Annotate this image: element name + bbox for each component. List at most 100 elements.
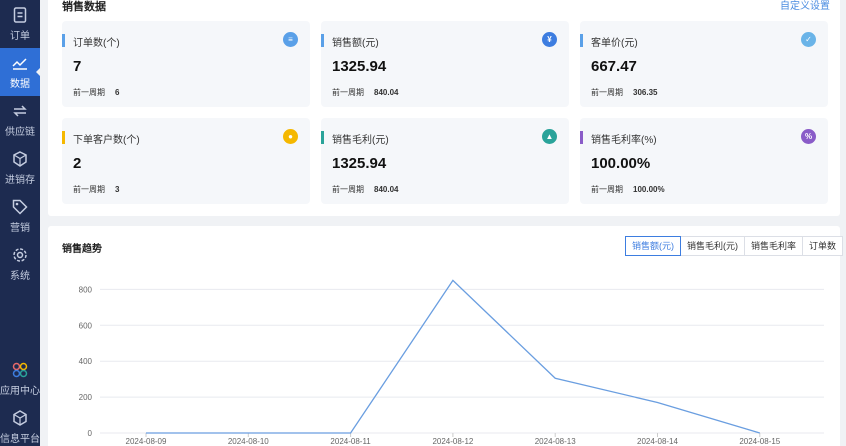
previous-value: 3 xyxy=(115,185,120,194)
previous-value: 6 xyxy=(115,88,120,97)
previous-label: 前一周期 xyxy=(591,88,623,97)
card-previous: 前一周期 840.04 xyxy=(332,87,398,98)
card-value: 100.00% xyxy=(591,155,651,172)
series-line xyxy=(146,279,760,434)
y-tick-label: 800 xyxy=(79,285,93,294)
x-tick-label: 2024-08-12 xyxy=(432,437,473,446)
stat-card-customers: 下单客户数(个) ● 2 前一周期 3 xyxy=(62,118,310,204)
sidebar-item-data[interactable]: 数据 xyxy=(0,48,41,96)
card-value: 7 xyxy=(73,58,82,75)
x-tick-label: 2024-08-11 xyxy=(330,437,371,446)
card-label: 订单数(个) xyxy=(73,38,120,49)
card-value: 2 xyxy=(73,155,82,172)
sales-trend-panel xyxy=(48,226,840,446)
previous-label: 前一周期 xyxy=(73,185,105,194)
stat-card-avg-price: 客单价(元) ✓ 667.47 前一周期 306.35 xyxy=(580,21,828,107)
tab-order-count[interactable]: 订单数 xyxy=(802,236,844,256)
receipt-icon: ✓ xyxy=(801,32,816,47)
percent-icon: % xyxy=(801,129,816,144)
tab-sales-amount[interactable]: 销售额(元) xyxy=(625,236,681,256)
x-tick-label: 2024-08-14 xyxy=(637,437,678,446)
stat-card-margin-rate: 销售毛利率(%) % 100.00% 前一周期 100.00% xyxy=(580,118,828,204)
sidebar: 订单 数据 供应链 进销存 营销 系统 应用中心 信息平台 xyxy=(0,0,41,446)
previous-value: 840.04 xyxy=(374,185,399,194)
sidebar-item-info-platform[interactable]: 信息平台 xyxy=(0,403,40,446)
custom-settings-link[interactable]: 自定义设置 xyxy=(780,1,830,12)
card-accent-bar xyxy=(580,131,583,144)
section-title: 销售数据 xyxy=(62,1,106,13)
y-tick-label: 200 xyxy=(79,393,93,402)
sidebar-item-label: 信息平台 xyxy=(0,434,40,445)
cube-icon xyxy=(13,410,27,426)
icon-glyph: ▲ xyxy=(545,131,554,141)
sidebar-item-label: 供应链 xyxy=(5,127,35,138)
icon-glyph: % xyxy=(804,131,813,141)
card-accent-bar xyxy=(62,131,65,144)
card-previous: 前一周期 100.00% xyxy=(591,184,665,195)
sidebar-item-label: 订单 xyxy=(10,31,30,42)
stat-card-orders: 订单数(个) ≡ 7 前一周期 6 xyxy=(62,21,310,107)
y-tick-label: 400 xyxy=(79,357,93,366)
y-tick-label: 0 xyxy=(88,429,93,438)
sidebar-item-label: 应用中心 xyxy=(0,386,40,397)
card-accent-bar xyxy=(62,34,65,47)
icon-glyph: ✓ xyxy=(805,34,812,44)
card-previous: 前一周期 840.04 xyxy=(332,184,398,195)
previous-label: 前一周期 xyxy=(591,185,623,194)
sales-trend-chart: 0 200 400 600 800 2024-08-09 2024-08-10 2024-08… xyxy=(79,279,824,446)
card-label: 销售毛利率(%) xyxy=(591,135,657,146)
x-tick-label: 2024-08-13 xyxy=(535,437,576,446)
tag-icon xyxy=(12,199,28,215)
chart-line-icon xyxy=(12,58,27,70)
sidebar-item-label: 系统 xyxy=(10,271,30,282)
document-icon: ≡ xyxy=(283,32,298,47)
stat-card-gross-profit: 销售毛利(元) ▲ 1325.94 前一周期 840.04 xyxy=(321,118,569,204)
card-value: 667.47 xyxy=(591,58,637,75)
sidebar-item-label: 进销存 xyxy=(5,175,35,186)
box-icon xyxy=(13,151,27,167)
y-tick-label: 600 xyxy=(79,321,93,330)
icon-glyph: ≡ xyxy=(288,34,293,44)
order-icon xyxy=(13,7,27,23)
previous-value: 306.35 xyxy=(633,88,658,97)
user-icon: ● xyxy=(283,129,298,144)
active-indicator xyxy=(36,67,41,77)
card-accent-bar xyxy=(321,131,324,144)
x-tick-label: 2024-08-15 xyxy=(739,437,780,446)
card-label: 下单客户数(个) xyxy=(73,135,140,146)
card-previous: 前一周期 6 xyxy=(73,87,119,98)
stat-card-sales: 销售额(元) ¥ 1325.94 前一周期 840.04 xyxy=(321,21,569,107)
gear-icon xyxy=(13,248,27,262)
icon-glyph: ● xyxy=(288,131,293,141)
x-tick-label: 2024-08-10 xyxy=(228,437,269,446)
previous-label: 前一周期 xyxy=(332,88,364,97)
previous-value: 100.00% xyxy=(633,185,665,194)
sidebar-item-label: 数据 xyxy=(10,79,30,90)
metric-tabs: 销售额(元) 销售毛利(元) 销售毛利率 订单数 xyxy=(625,236,844,256)
card-previous: 前一周期 306.35 xyxy=(591,87,657,98)
previous-label: 前一周期 xyxy=(73,88,105,97)
sidebar-item-system[interactable]: 系统 xyxy=(0,240,40,288)
trend-title: 销售趋势 xyxy=(62,244,102,255)
money-bag-icon: ▲ xyxy=(542,129,557,144)
apps-icon xyxy=(12,362,28,378)
exchange-icon xyxy=(13,105,27,117)
card-accent-bar xyxy=(580,34,583,47)
sidebar-item-orders[interactable]: 订单 xyxy=(0,0,40,48)
card-label: 客单价(元) xyxy=(591,38,638,49)
card-value: 1325.94 xyxy=(332,155,387,172)
card-label: 销售额(元) xyxy=(332,38,379,49)
card-previous: 前一周期 3 xyxy=(73,184,119,195)
previous-label: 前一周期 xyxy=(332,185,364,194)
card-label: 销售毛利(元) xyxy=(332,135,389,146)
sidebar-item-label: 营销 xyxy=(10,223,30,234)
sidebar-item-app-center[interactable]: 应用中心 xyxy=(0,355,40,403)
card-accent-bar xyxy=(321,34,324,47)
sidebar-item-supply-chain[interactable]: 供应链 xyxy=(0,96,40,144)
icon-glyph: ¥ xyxy=(547,34,552,44)
sidebar-item-inventory[interactable]: 进销存 xyxy=(0,144,40,192)
sidebar-item-marketing[interactable]: 营销 xyxy=(0,192,40,240)
x-tick-label: 2024-08-09 xyxy=(126,437,167,446)
yen-icon: ¥ xyxy=(542,32,557,47)
card-value: 1325.94 xyxy=(332,58,387,75)
